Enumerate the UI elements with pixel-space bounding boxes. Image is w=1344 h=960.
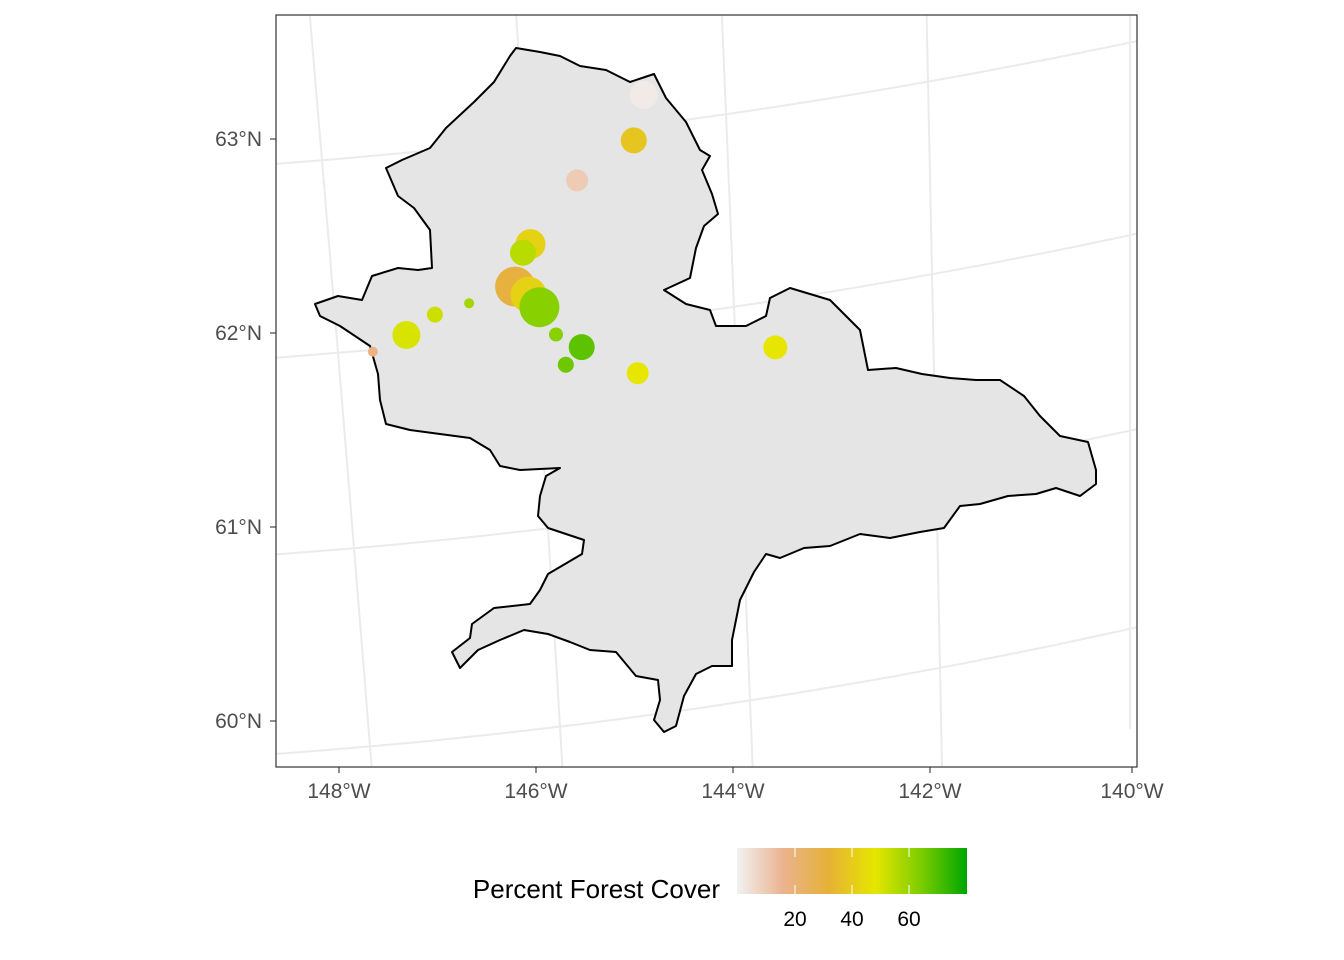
lon-label: 144°W <box>701 780 764 803</box>
site-point <box>568 334 595 361</box>
legend-tick-label: 60 <box>897 908 920 931</box>
lat-axis: 63°N 62°N 61°N 60°N <box>215 128 276 733</box>
lat-label: 60°N <box>215 710 262 733</box>
lon-label: 146°W <box>504 780 567 803</box>
site-point <box>510 239 536 266</box>
legend-tick-label: 40 <box>840 908 863 931</box>
lon-label: 140°W <box>1100 780 1163 803</box>
lat-label: 62°N <box>215 322 262 345</box>
legend-title: Percent Forest Cover <box>473 874 720 904</box>
lon-axis: 148°W 146°W 144°W 142°W 140°W <box>307 767 1164 803</box>
site-point <box>392 321 421 349</box>
site-point <box>426 306 443 323</box>
site-point <box>464 298 475 309</box>
lon-label: 148°W <box>307 780 370 803</box>
site-point <box>549 327 563 342</box>
site-point <box>557 356 574 373</box>
site-point <box>519 287 560 328</box>
legend-tick-label: 20 <box>783 908 806 931</box>
lat-label: 61°N <box>215 516 262 539</box>
longitude-gridline <box>308 15 373 767</box>
site-point <box>367 346 378 357</box>
site-point <box>620 127 647 154</box>
lon-label: 142°W <box>898 780 961 803</box>
panel-border <box>275 14 1138 768</box>
legend: Percent Forest Cover 20 40 60 <box>473 848 967 931</box>
lat-label: 63°N <box>215 128 262 151</box>
longitude-gridline <box>925 15 943 767</box>
site-point <box>566 169 589 192</box>
site-points <box>367 80 788 385</box>
watershed-region <box>314 47 1097 733</box>
site-point <box>626 362 649 385</box>
site-point <box>763 335 788 360</box>
site-point <box>629 80 658 109</box>
